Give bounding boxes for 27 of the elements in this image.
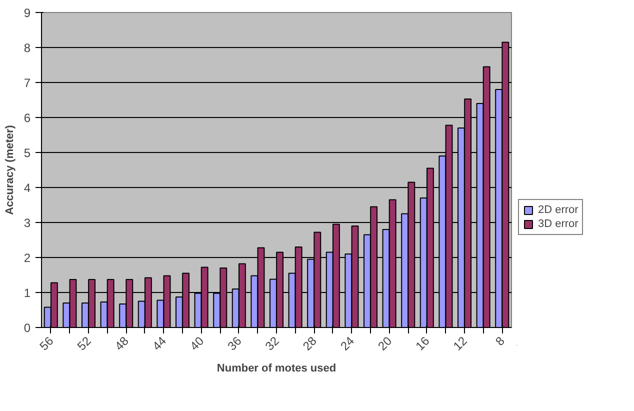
x-tick-label: 24 — [338, 334, 358, 354]
legend-label: 2D error — [538, 204, 578, 216]
x-tick-label: 36 — [224, 334, 244, 354]
x-tick-label: 56 — [36, 334, 56, 354]
y-tick-label: 6 — [24, 111, 31, 125]
y-tick-label: 8 — [24, 41, 31, 55]
x-tick-label: 12 — [450, 334, 470, 354]
y-tick-label: 9 — [24, 6, 31, 20]
x-tick-label: 40 — [187, 334, 207, 354]
x-tick-label: 44 — [150, 334, 170, 354]
y-tick-label: 4 — [24, 181, 31, 195]
x-tick-label: 52 — [74, 334, 94, 354]
y-tick-label: 5 — [24, 146, 31, 160]
y-axis-title: Accuracy (meter) — [4, 124, 16, 215]
y-tick-label: 0 — [24, 321, 31, 335]
x-tick-label: 20 — [375, 334, 395, 354]
x-tick-label: 48 — [112, 334, 132, 354]
x-axis-title: Number of motes used — [216, 362, 336, 374]
x-tick-label: 32 — [262, 334, 282, 354]
y-tick-label: 7 — [24, 76, 31, 90]
legend-label: 3D error — [538, 218, 578, 230]
y-tick-label: 2 — [24, 251, 31, 265]
x-tick-label: 8 — [492, 334, 508, 349]
x-tick-label: 16 — [412, 334, 432, 354]
y-tick-label: 1 — [24, 286, 31, 300]
x-tick-label: 28 — [300, 334, 320, 354]
y-tick-label: 3 — [24, 216, 31, 230]
